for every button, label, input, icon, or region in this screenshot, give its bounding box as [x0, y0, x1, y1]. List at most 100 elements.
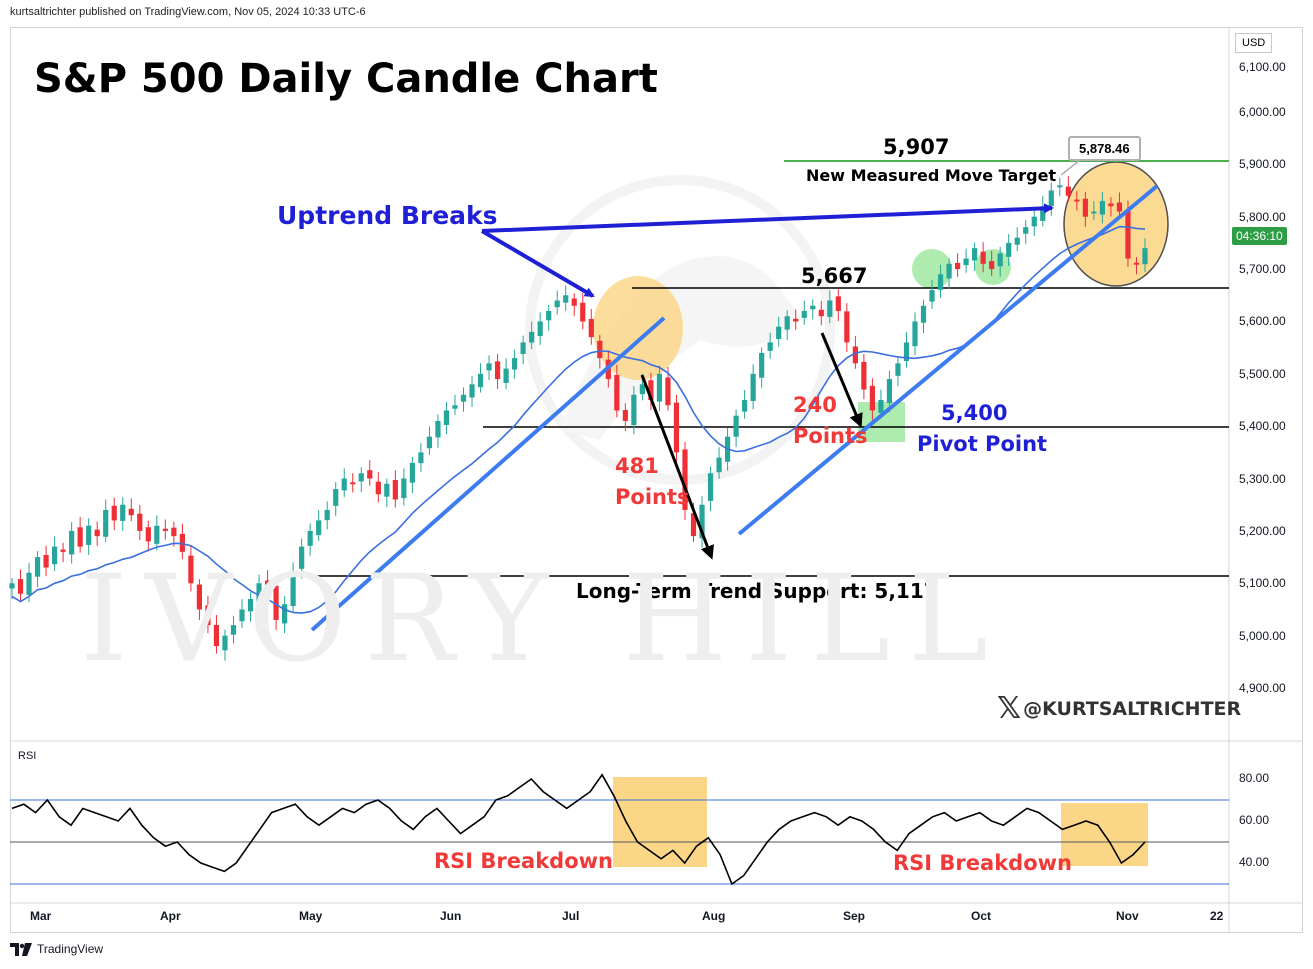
candle-body — [716, 457, 722, 473]
candle-body — [1074, 199, 1080, 202]
drop-240-arrow — [820, 332, 863, 428]
chart-title: S&P 500 Daily Candle Chart — [34, 56, 658, 102]
candle-body — [273, 585, 279, 620]
price-tick-label: 5,200.00 — [1239, 523, 1286, 538]
time-tick-label: Jul — [562, 909, 580, 923]
candle-body — [196, 584, 203, 610]
rsi-tick-label: 60.00 — [1239, 813, 1270, 827]
candle-body — [1099, 201, 1106, 215]
candle-body — [409, 462, 415, 483]
candle-body — [375, 481, 381, 495]
candle-body — [205, 605, 211, 626]
time-tick-label: Oct — [971, 909, 992, 923]
candle-body — [1031, 216, 1037, 227]
candle-body — [1108, 203, 1114, 207]
pivot-value-label: 5,400 — [941, 401, 1008, 425]
drop-481-value: 481 — [615, 454, 659, 478]
price-tick-label: 5,400.00 — [1239, 419, 1286, 434]
rsi-line — [11, 773, 1146, 886]
candle-body — [1023, 227, 1029, 234]
candle-body — [750, 373, 756, 402]
time-tick-label: 22 — [1210, 909, 1224, 923]
candle-body — [878, 400, 884, 413]
price-tick-label: 5,600.00 — [1239, 314, 1286, 329]
candle-body — [1133, 262, 1140, 265]
candle-body — [307, 530, 313, 546]
candle-body — [171, 527, 177, 537]
candle-body — [282, 604, 288, 624]
price-tick-label: 5,500.00 — [1239, 366, 1286, 381]
candle-body — [213, 624, 220, 647]
candle-body — [810, 305, 816, 310]
candle-body — [869, 385, 875, 411]
uptrend-line-2 — [737, 184, 1159, 536]
candle-body — [827, 300, 833, 317]
candle-body — [367, 470, 373, 479]
candle-body — [137, 513, 143, 531]
uptrend-line-1 — [310, 316, 666, 632]
candle-body — [94, 529, 100, 537]
candle-body — [844, 311, 850, 343]
candle-body — [759, 352, 765, 378]
candle-body — [818, 309, 824, 317]
candle-body — [333, 489, 339, 506]
candle-body — [290, 572, 296, 607]
candle-body — [648, 380, 654, 400]
candle-body — [494, 361, 501, 380]
candle-body — [1091, 211, 1097, 214]
candle-body — [886, 379, 893, 404]
candle-body — [86, 525, 92, 545]
candle-body — [316, 520, 322, 536]
candle-body — [418, 452, 424, 464]
tradingview-logo-icon — [10, 942, 32, 956]
price-tick-label: 6,000.00 — [1239, 105, 1286, 119]
candle-body — [895, 363, 901, 376]
candle-body — [997, 253, 1003, 267]
candle-body — [520, 342, 526, 354]
last-price-badge: 04:36:10 — [1232, 227, 1287, 245]
candle-body — [742, 400, 748, 412]
drop-481-arrow — [640, 374, 714, 560]
currency-label[interactable]: USD — [1235, 33, 1273, 53]
candle-body — [588, 318, 594, 338]
candle-body — [435, 420, 441, 438]
pivot-point-label: Pivot Point — [917, 432, 1048, 456]
price-tick-label: 5,100.00 — [1239, 576, 1286, 591]
candle-body — [145, 527, 151, 542]
candle-body — [793, 318, 799, 322]
time-tick-label: May — [299, 909, 323, 923]
candle-body — [554, 300, 560, 308]
candle-body — [324, 509, 330, 521]
candle-body — [673, 402, 680, 453]
candle-body — [60, 549, 66, 552]
rsi-indicator-label[interactable]: RSI — [18, 750, 37, 762]
candle-body — [34, 557, 41, 577]
candle-body — [443, 410, 450, 425]
uptrend-breaks-label: Uptrend Breaks — [277, 201, 498, 230]
candle-body — [665, 377, 671, 406]
brand-handle: 𝕏 @KURTSALTRICHTER — [997, 694, 1241, 724]
rsi-tick-label: 80.00 — [1239, 771, 1270, 785]
candle-body — [1065, 186, 1071, 196]
candle-body — [77, 527, 83, 547]
candle-body — [350, 482, 356, 485]
price-tick-label: 5,800.00 — [1239, 209, 1286, 224]
candle-body — [537, 321, 543, 337]
candle-body — [784, 316, 790, 330]
candle-body — [801, 310, 807, 318]
candle-body — [639, 384, 645, 395]
candle-body — [622, 409, 628, 421]
drop-240-value: 240 — [793, 393, 837, 417]
watermark-text: IVORY HILL — [80, 550, 1006, 689]
candle-body — [486, 363, 492, 371]
chart-frame — [10, 27, 1303, 933]
candle-body — [1014, 237, 1020, 245]
candle-body — [946, 263, 952, 279]
candle-body — [477, 373, 484, 388]
candle-body — [469, 384, 475, 398]
time-tick-label: Jun — [440, 909, 462, 923]
price-tick-label: 5,300.00 — [1239, 471, 1286, 486]
tradingview-footer[interactable]: TradingView — [10, 942, 103, 956]
candle-body — [460, 394, 467, 402]
